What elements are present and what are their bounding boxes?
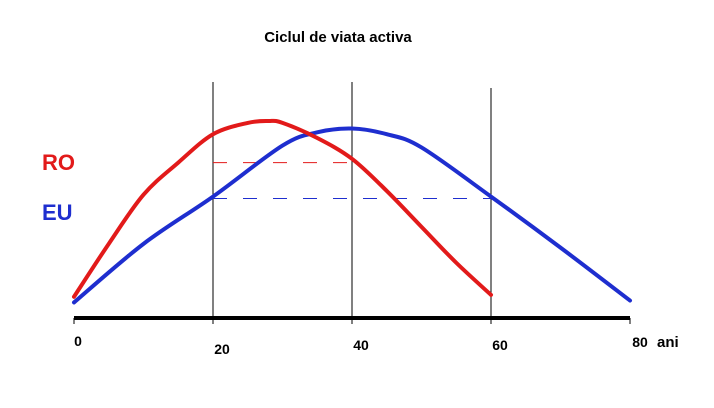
legend-eu: EU — [42, 200, 73, 225]
dashed-reference-lines — [213, 162, 491, 199]
x-axis-unit-label: ani — [657, 334, 679, 351]
x-tick-label-40: 40 — [353, 337, 369, 353]
x-tick-label-60: 60 — [492, 337, 508, 353]
x-tick-label-80: 80 — [632, 334, 648, 350]
x-tick-label-20: 20 — [214, 341, 230, 357]
vertical-reference-lines — [212, 82, 492, 318]
series-line-eu — [72, 126, 632, 305]
chart-title: Ciclul de viata activa — [264, 29, 412, 46]
x-axis-ticks: 0 20 40 60 80 — [73, 318, 648, 357]
x-tick-label-0: 0 — [74, 333, 82, 349]
series-line-ro — [72, 118, 493, 299]
legend-ro: RO — [42, 150, 75, 175]
series-lines — [72, 118, 632, 305]
